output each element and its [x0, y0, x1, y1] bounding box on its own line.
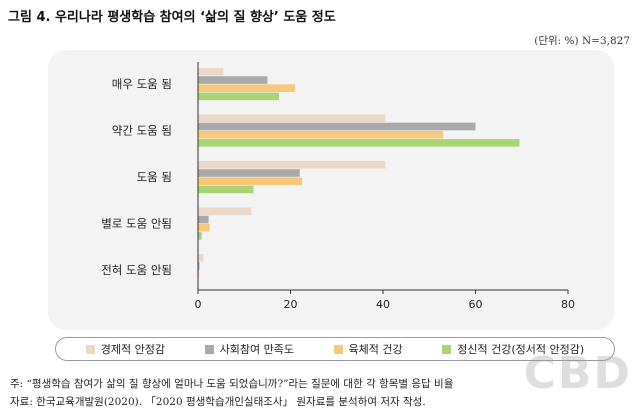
bar-3-1	[198, 161, 386, 169]
source-note: 자료: 한국교육개발원(2020). 「2020 평생학습개인실태조사」 원자료…	[10, 396, 426, 408]
bar-3-2	[198, 169, 300, 177]
chart-legend: 경제적 안정감 사회참여 만족도 육체적 건강 정신적 건강(정서적 안정감)	[55, 337, 615, 361]
bar-2-2	[198, 122, 476, 131]
x-tick-label: 0	[195, 298, 202, 311]
bar-2-4	[198, 139, 520, 147]
bar-4-3	[198, 223, 210, 232]
bar-3-3	[198, 177, 303, 185]
legend-label: 정신적 건강(정서적 안정감)	[457, 343, 585, 356]
bar-3-4	[198, 185, 254, 194]
legend-swatch	[85, 344, 95, 354]
legend-label: 육체적 건강	[348, 343, 403, 356]
x-tick-label: 20	[284, 298, 298, 311]
legend-item: 육체적 건강	[333, 341, 403, 357]
bar-2-3	[198, 130, 444, 139]
bar-4-2	[198, 215, 209, 224]
bar-5-1	[198, 254, 204, 262]
bar-1-1	[198, 68, 224, 76]
legend-item: 경제적 안정감	[85, 341, 166, 357]
unit-label: (단위: %) N=3,827	[534, 35, 630, 47]
category-label: 매우 도움 됨	[112, 77, 172, 91]
legend-item: 사회참여 만족도	[204, 341, 294, 357]
legend-swatch	[204, 344, 214, 354]
bar-4-4	[198, 232, 202, 240]
bar-1-3	[198, 84, 296, 92]
watermark-logo: CBD	[523, 348, 632, 399]
footnote: 주: “평생학습 참여가 삶의 질 향상에 얼마나 도움 되었습니까?”라는 질…	[10, 378, 454, 390]
legend-label: 경제적 안정감	[100, 343, 166, 356]
category-label: 별로 도움 안됨	[101, 217, 172, 231]
legend-swatch	[442, 344, 452, 354]
bar-5-2	[198, 262, 200, 270]
x-tick-label: 60	[469, 298, 483, 311]
bar-4-1	[198, 207, 252, 216]
chart-panel	[48, 50, 614, 330]
category-label: 도움 됨	[137, 170, 172, 184]
bar-2-1	[198, 114, 386, 123]
bar-1-4	[198, 92, 279, 101]
bar-1-2	[198, 76, 268, 84]
legend-label: 사회참여 만족도	[219, 343, 294, 356]
legend-swatch	[333, 344, 343, 354]
chart-title: 그림 4. 우리나라 평생학습 참여의 ‘삶의 질 향상’ 도움 정도	[8, 10, 336, 25]
x-tick-label: 80	[561, 298, 575, 311]
category-label: 전혀 도움 안됨	[101, 263, 172, 277]
legend-item: 정신적 건강(정서적 안정감)	[442, 341, 584, 357]
category-label: 약간 도움 됨	[112, 124, 172, 138]
x-tick-label: 40	[376, 298, 390, 311]
